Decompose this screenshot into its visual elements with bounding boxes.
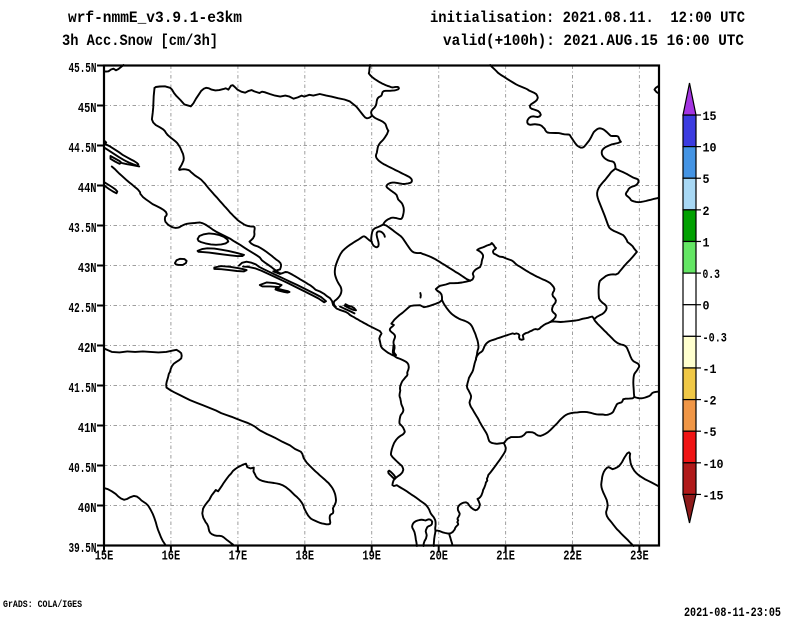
svg-text:40N: 40N — [78, 502, 97, 517]
svg-text:15E: 15E — [95, 550, 114, 565]
svg-text:45N: 45N — [78, 102, 97, 117]
svg-text:2021-08-11-23:05: 2021-08-11-23:05 — [684, 605, 781, 618]
svg-text:40.5N: 40.5N — [69, 462, 97, 477]
svg-text:23E: 23E — [630, 550, 649, 565]
svg-text:41N: 41N — [78, 422, 97, 437]
svg-text:valid(+100h): 2021.AUG.15 16:0: valid(+100h): 2021.AUG.15 16:00 UTC — [443, 32, 744, 50]
svg-text:43.5N: 43.5N — [69, 222, 97, 237]
svg-text:44.5N: 44.5N — [69, 142, 97, 157]
svg-text:15: 15 — [703, 109, 717, 124]
svg-text:1: 1 — [703, 235, 710, 250]
svg-text:42N: 42N — [78, 342, 97, 357]
svg-text:17E: 17E — [229, 550, 248, 565]
svg-text:39.5N: 39.5N — [69, 542, 97, 557]
svg-text:45.5N: 45.5N — [69, 62, 97, 77]
svg-text:0.3: 0.3 — [703, 267, 721, 282]
svg-text:5: 5 — [703, 172, 710, 187]
svg-text:-10: -10 — [703, 457, 724, 472]
svg-text:-1: -1 — [703, 362, 717, 377]
svg-text:10: 10 — [703, 141, 717, 156]
svg-text:44N: 44N — [78, 182, 97, 197]
svg-text:-2: -2 — [703, 394, 717, 409]
svg-text:-15: -15 — [703, 488, 724, 503]
svg-text:GrADS: COLA/IGES: GrADS: COLA/IGES — [3, 599, 82, 611]
svg-text:0: 0 — [703, 299, 710, 314]
svg-text:16E: 16E — [162, 550, 181, 565]
svg-text:22E: 22E — [563, 550, 582, 565]
svg-text:-0.3: -0.3 — [703, 330, 728, 345]
svg-text:3h Acc.Snow [cm/3h]: 3h Acc.Snow [cm/3h] — [62, 32, 218, 50]
svg-text:20E: 20E — [429, 550, 448, 565]
svg-text:21E: 21E — [496, 550, 515, 565]
svg-text:19E: 19E — [362, 550, 381, 565]
svg-text:42.5N: 42.5N — [69, 302, 97, 317]
svg-text:43N: 43N — [78, 262, 97, 277]
svg-text:2: 2 — [703, 204, 710, 219]
svg-text:-5: -5 — [703, 425, 717, 440]
svg-text:41.5N: 41.5N — [69, 382, 97, 397]
svg-text:wrf-nmmE_v3.9.1-e3km: wrf-nmmE_v3.9.1-e3km — [68, 9, 242, 27]
svg-text:initialisation: 2021.08.11. 1: initialisation: 2021.08.11. 12:00 UTC — [430, 9, 745, 27]
svg-text:18E: 18E — [296, 550, 315, 565]
